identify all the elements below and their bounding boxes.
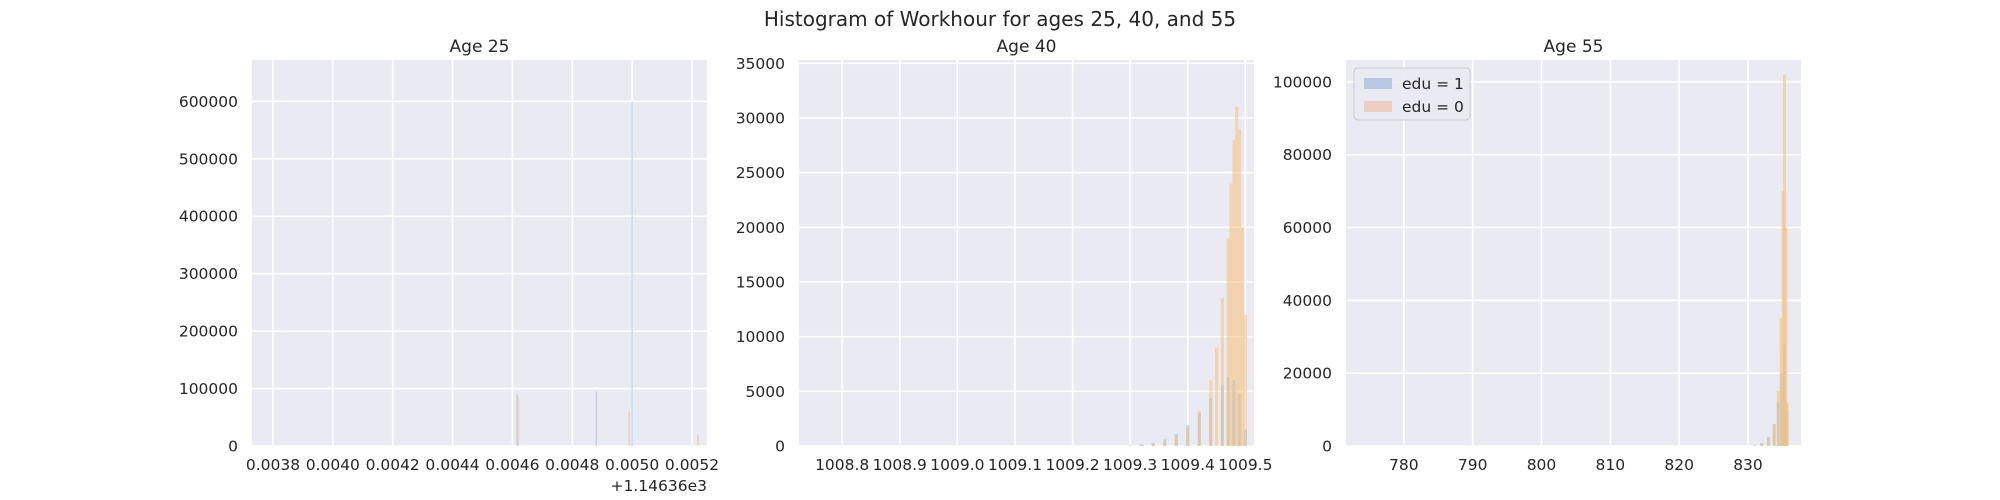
histogram-bar [1243,314,1247,446]
panel-background [1346,60,1801,446]
x-tick-label: 0.0046 [485,456,539,474]
legend-swatch [1364,101,1392,112]
y-tick-label: 200000 [179,323,238,341]
histogram-bar [1753,445,1757,446]
x-tick-label: 0.0040 [306,456,360,474]
histogram-bar [1240,227,1244,446]
x-tick-label: 790 [1458,456,1488,474]
y-tick-label: 300000 [179,265,238,283]
histogram-bar [1226,238,1230,446]
histogram-bar [517,397,520,446]
histogram-bar [631,101,633,446]
figure-title: Histogram of Workhour for ages 25, 40, a… [764,7,1236,31]
histogram-bar [1776,391,1780,446]
histogram-bar [1235,107,1239,446]
histogram-bar [1215,347,1219,446]
y-tick-label: 0 [1322,438,1332,456]
x-tick-label: 810 [1596,456,1626,474]
x-tick-label: 0.0052 [665,456,719,474]
x-tick-label: 0.0044 [425,456,479,474]
panel-title: Age 55 [1544,37,1604,57]
panels: 0.0038 0.0040 0.0042 0.0044 0.0046 0.0048 0.00… [179,37,1801,495]
histogram-bar [595,391,597,446]
x-tick-label: 0.0048 [545,456,599,474]
x-tick-label: 1008.8 [815,456,869,474]
y-tick-label: 100000 [1273,73,1332,91]
y-tick-label: 500000 [179,150,238,168]
legend-label: edu = 0 [1402,98,1464,116]
y-tick-label: 40000 [1283,292,1332,310]
histogram-bar [1784,227,1788,446]
histogram-bar [697,434,699,446]
x-tick-label: 0.0042 [366,456,420,474]
y-tick-label: 35000 [736,55,785,73]
x-tick-label: 780 [1389,456,1419,474]
x-tick-label: 830 [1733,456,1763,474]
histogram-bar [1238,128,1242,446]
x-tick-label: 1009.5 [1218,456,1272,474]
y-tick-label: 0 [228,438,238,456]
histogram-bar [628,411,630,446]
panel-3: 780 790 800 810 820 830 0 20000 40000 60000 80000 1… [1273,37,1801,474]
panel-background [252,60,707,446]
x-tick-label: 1009.4 [1161,456,1215,474]
panel-2: 1008.8 1008.9 1009.0 1009.1 1009.2 1009.3 1009… [736,37,1273,474]
histogram-bar [1232,139,1236,447]
y-tick-label: 25000 [736,164,785,182]
x-tick-label: 0.0050 [605,456,659,474]
bars [1128,107,1247,447]
histogram-bar [1772,424,1776,446]
x-tick-label: 1009.2 [1045,456,1099,474]
y-tick-label: 30000 [736,109,785,127]
x-tick-label: 820 [1664,456,1694,474]
legend-label: edu = 1 [1402,75,1464,93]
x-offset-label: +1.14636e3 [611,477,707,495]
legend-swatch [1364,78,1392,89]
x-tick-label: 0.0038 [246,456,300,474]
legend: edu = 1 edu = 0 [1353,67,1471,121]
histogram-bar [1229,183,1233,447]
panel-title: Age 40 [997,37,1057,57]
histogram-bar [1767,438,1771,446]
y-tick-label: 400000 [179,208,238,226]
panel-1: 0.0038 0.0040 0.0042 0.0044 0.0046 0.0048 0.00… [179,37,719,495]
histogram-bar [1760,444,1764,446]
bars [1753,74,1789,446]
histogram-bar [1151,443,1155,446]
histogram-bar [1220,298,1224,446]
y-tick-label: 5000 [746,383,785,401]
y-tick-label: 80000 [1283,146,1332,164]
panel-title: Age 25 [450,37,510,57]
histogram-bar [1174,436,1178,446]
histogram-bar [1140,444,1144,446]
x-tick-label: 1009.3 [1103,456,1157,474]
x-tick-label: 1008.9 [873,456,927,474]
histogram-bar [1186,427,1190,446]
y-tick-label: 20000 [736,219,785,237]
histogram-bar [1163,441,1167,446]
histogram-bar [1785,402,1789,446]
y-tick-label: 600000 [179,93,238,111]
y-tick-label: 15000 [736,273,785,291]
histogram-bar [1197,411,1201,446]
x-tick-label: 800 [1527,456,1557,474]
histogram-bar [1779,318,1783,446]
y-tick-label: 10000 [736,328,785,346]
panel-background [799,60,1254,446]
histogram-bar [516,394,518,446]
bars [516,101,699,446]
histogram-bar [1209,380,1213,446]
y-tick-label: 20000 [1283,365,1332,383]
y-tick-label: 60000 [1283,219,1332,237]
y-tick-label: 100000 [179,380,238,398]
x-tick-label: 1009.0 [930,456,984,474]
x-tick-label: 1009.1 [988,456,1042,474]
y-tick-label: 0 [775,438,785,456]
